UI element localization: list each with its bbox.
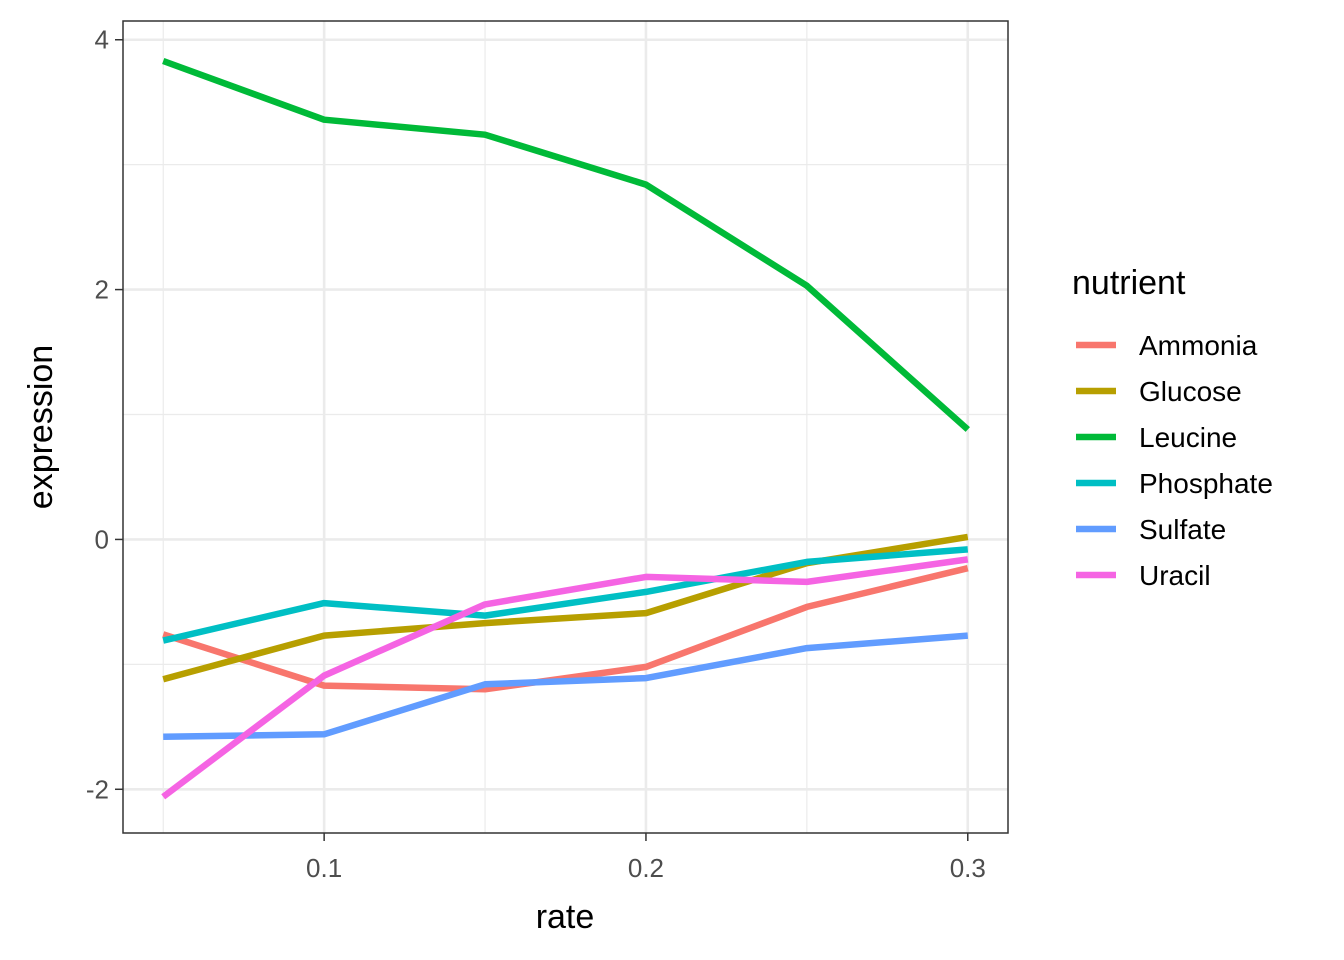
series-line-leucine <box>162 57 970 432</box>
y-tick-label: 4 <box>95 25 109 55</box>
y-tick-label: 2 <box>95 275 109 305</box>
series-line-sulfate <box>163 632 969 741</box>
series-lines <box>161 57 970 800</box>
series-line-uracil <box>161 556 969 800</box>
y-tick-label: -2 <box>86 774 109 804</box>
legend-label-sulfate: Sulfate <box>1139 514 1226 545</box>
plot-border <box>122 20 1009 834</box>
legend-label-ammonia: Ammonia <box>1139 330 1258 361</box>
legend-label-phosphate: Phosphate <box>1139 468 1273 499</box>
legend-label-uracil: Uracil <box>1139 560 1211 591</box>
legend-title: nutrient <box>1072 264 1186 302</box>
x-tick-label: 0.1 <box>306 853 342 883</box>
y-tick-label: 0 <box>95 524 109 554</box>
axes: -2 0 2 4 0.1 0.2 0.3 <box>86 25 986 883</box>
plot-background <box>123 21 1008 833</box>
y-axis-title: expression <box>22 345 60 509</box>
series-line-phosphate <box>162 546 969 644</box>
legend-label-leucine: Leucine <box>1139 422 1237 453</box>
x-tick-label: 0.2 <box>628 853 664 883</box>
x-axis-title: rate <box>536 898 595 936</box>
legend-label-glucose: Glucose <box>1139 376 1242 407</box>
legend: nutrient Ammonia Glucose Leucine Phosphate S… <box>1072 264 1273 591</box>
x-tick-label: 0.3 <box>950 853 986 883</box>
